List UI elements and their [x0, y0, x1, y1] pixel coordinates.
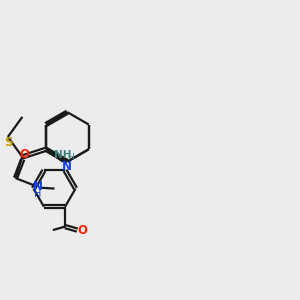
Text: NH: NH: [54, 150, 72, 160]
Text: N: N: [62, 160, 72, 173]
Text: H: H: [34, 188, 41, 199]
Text: H: H: [68, 153, 74, 162]
Text: N: N: [33, 180, 43, 193]
Text: S: S: [4, 136, 13, 149]
Text: O: O: [19, 148, 29, 161]
Text: O: O: [77, 224, 87, 237]
